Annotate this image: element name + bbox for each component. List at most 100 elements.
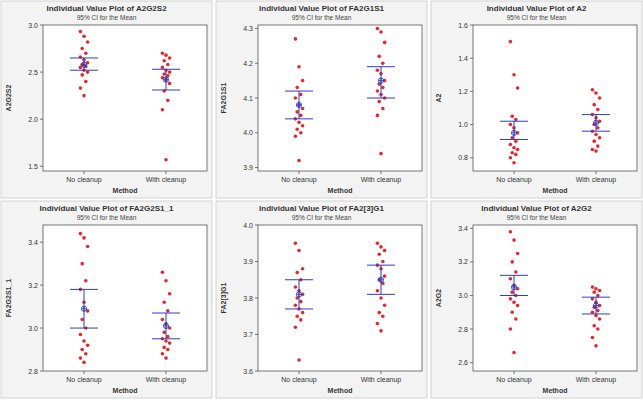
data-point: [295, 86, 299, 90]
y-tick-label: 1.0: [458, 121, 468, 128]
data-point: [516, 86, 520, 90]
y-tick-label: 3.8: [243, 295, 253, 302]
mean-cross: [166, 77, 167, 82]
data-point: [299, 93, 303, 97]
y-tick-label: 3.4: [458, 225, 468, 232]
data-point: [509, 230, 513, 234]
data-point: [376, 89, 380, 93]
ci-line: [381, 67, 382, 98]
data-point: [376, 322, 380, 326]
data-point: [168, 56, 172, 60]
ci-cap-lower: [500, 139, 528, 140]
data-group: [285, 27, 395, 163]
ci-cap-lower: [582, 313, 610, 314]
y-tick: [470, 157, 473, 158]
mean-marker: [81, 306, 86, 311]
y-axis-label: FA2G1S1: [220, 83, 227, 114]
data-point: [168, 341, 172, 345]
data-point: [166, 348, 170, 352]
subtitle: 95% CI for the Mean: [77, 14, 137, 21]
mean-cross: [596, 120, 597, 125]
y-tick-label: 4.2: [243, 60, 253, 67]
y-tick: [255, 261, 258, 262]
ci-cap-lower: [70, 70, 98, 71]
data-point: [162, 59, 166, 63]
y-tick-label: 2.6: [458, 359, 468, 366]
mean-marker: [296, 102, 301, 107]
mean-marker: [378, 277, 383, 282]
data-point: [591, 88, 595, 92]
data-point: [297, 249, 301, 253]
y-tick-label: 1.5: [28, 163, 38, 170]
data-point: [80, 262, 84, 266]
y-axis-label: A2G2S2: [5, 84, 12, 111]
x-tick: [381, 171, 382, 174]
ci-cap-upper: [152, 313, 180, 314]
data-point: [510, 310, 514, 314]
data-point: [509, 143, 513, 147]
data-point: [377, 100, 381, 104]
data-point: [164, 279, 168, 283]
data-point: [594, 133, 598, 137]
ci-line: [596, 115, 597, 132]
ci-line: [514, 121, 515, 139]
data-point: [383, 41, 387, 45]
y-tick-label: 2.0: [28, 116, 38, 123]
plot-frame: [258, 225, 422, 371]
y-tick: [255, 132, 258, 133]
ci-cap-lower: [152, 89, 180, 90]
data-point: [509, 277, 513, 281]
data-point: [297, 121, 301, 125]
data-point: [512, 73, 516, 77]
panel: Individual Value Plot of A295% CI for th…: [431, 1, 642, 198]
data-point: [162, 346, 166, 350]
mean-marker: [593, 303, 598, 308]
data-point: [166, 63, 170, 67]
plot-frame: [43, 225, 207, 371]
y-tick: [255, 167, 258, 168]
data-point: [164, 339, 168, 343]
data-point: [86, 245, 90, 249]
x-tick-label: With cleanup: [576, 176, 617, 184]
data-point: [514, 270, 518, 274]
title: Individual Value Plot of A2G2S2: [46, 4, 167, 13]
data-point: [598, 136, 602, 140]
data-point: [379, 245, 383, 249]
ci-cap-upper: [500, 121, 528, 122]
ci-cap-lower: [152, 338, 180, 339]
mean-marker: [163, 323, 168, 328]
ci-cap-lower: [582, 131, 610, 132]
ci-line: [299, 280, 300, 309]
data-point: [161, 352, 165, 356]
data-point: [379, 296, 383, 300]
x-axis-label: Method: [328, 187, 353, 194]
data-point: [80, 318, 84, 322]
x-tick-label: No cleanup: [281, 176, 317, 184]
data-point: [512, 238, 516, 242]
x-tick: [299, 171, 300, 174]
data-point: [294, 285, 298, 289]
x-tick: [299, 371, 300, 374]
y-tick: [40, 242, 43, 243]
title: Individual Value Plot of FA2G2S1_1: [40, 204, 174, 213]
data-point: [86, 343, 90, 347]
y-tick: [40, 328, 43, 329]
data-point: [596, 144, 600, 148]
data-point: [516, 148, 520, 152]
ci-cap-upper: [70, 57, 98, 58]
y-tick-label: 3.0: [28, 325, 38, 332]
data-point: [376, 68, 380, 72]
x-tick-label: No cleanup: [66, 176, 102, 184]
data-point: [294, 241, 298, 245]
data-point: [294, 304, 298, 308]
x-tick-label: With cleanup: [576, 376, 617, 384]
data-point: [509, 327, 513, 331]
y-tick: [470, 228, 473, 229]
data-point: [592, 139, 596, 143]
x-tick: [166, 371, 167, 374]
mean-circle: [163, 323, 168, 328]
data-point: [301, 311, 305, 315]
plot-frame: [258, 25, 422, 171]
ci-cap-upper: [367, 66, 395, 67]
data-point: [301, 79, 305, 83]
